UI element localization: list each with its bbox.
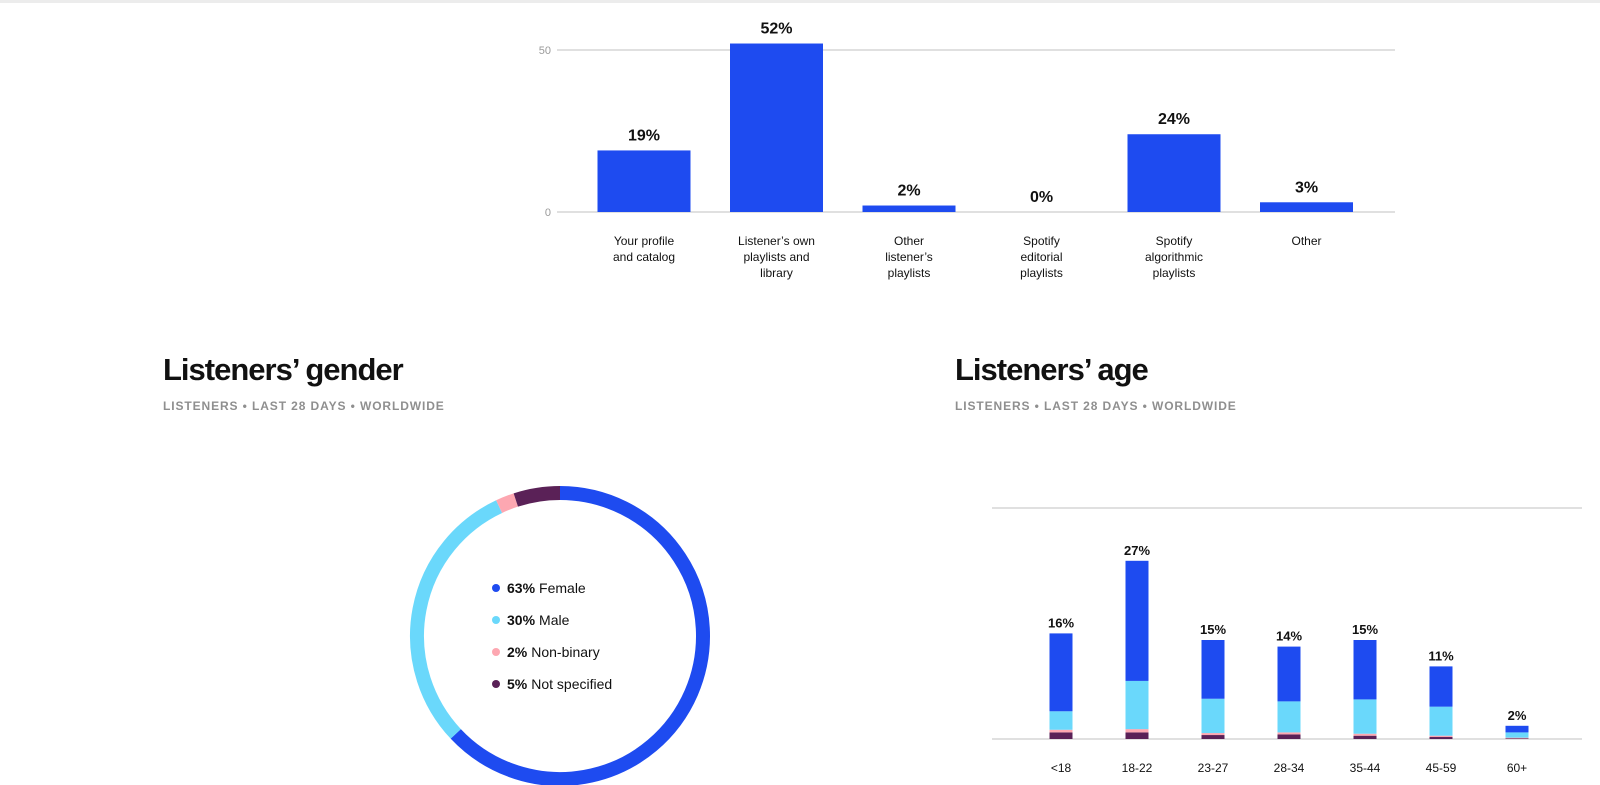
stacked-bar-segment[interactable] [1429,735,1453,738]
bar-data-label: 52% [760,21,792,38]
stacked-bar-segment[interactable] [1353,699,1377,734]
x-tick-label: 23-27 [1198,761,1229,775]
y-tick-label: 0 [545,207,551,219]
donut-slice-female[interactable] [450,486,710,785]
legend-label: Female [539,580,586,596]
stacked-bar-segment[interactable] [1429,706,1453,736]
stacked-bar-segment[interactable] [1429,666,1453,707]
stacked-bar-segment[interactable] [1277,646,1301,702]
legend-value: 30% [507,612,536,628]
stacked-bar-segment[interactable] [1353,735,1377,739]
stacked-bar-segment[interactable] [1201,733,1225,736]
legend-value: 2% [507,644,528,660]
stacked-bar-segment[interactable] [1201,640,1225,699]
x-tick-label: 35-44 [1350,761,1381,775]
bar[interactable] [1260,202,1353,212]
not-specified-dot-icon [492,680,500,688]
stacked-bar-segment[interactable] [1505,732,1529,738]
stacked-bar-segment[interactable] [1125,680,1149,730]
male-dot-icon [492,616,500,624]
donut-slice-male[interactable] [410,500,503,739]
legend-value: 63% [507,580,536,596]
stacked-bar-segment[interactable] [1049,711,1073,730]
bar-data-label: 19% [628,127,660,144]
x-tick-label: 60+ [1507,761,1527,775]
stacked-bar-segment[interactable] [1201,735,1225,739]
x-tick-label: 45-59 [1426,761,1457,775]
stacked-bar-segment[interactable] [1505,737,1529,739]
legend-label: Male [539,612,570,628]
female-dot-icon [492,584,500,592]
bar-data-label: 3% [1295,179,1318,196]
bar-total-label: 15% [1352,622,1378,637]
gender-section-title: Listeners’ gender [163,352,404,387]
x-tick-label: Other [1291,234,1321,248]
stacked-bar-segment[interactable] [1201,698,1225,734]
legend-item-male: 30% Male [492,610,612,630]
stacked-bar-segment[interactable] [1125,560,1149,681]
non-binary-dot-icon [492,648,500,656]
bar-total-label: 16% [1048,615,1074,630]
stacked-bar-segment[interactable] [1049,732,1073,739]
bar[interactable] [862,205,956,212]
x-tick-label: Other listener’s playlists [885,234,933,280]
age-section-title: Listeners’ age [955,352,1149,387]
x-tick-label: <18 [1051,761,1072,775]
stacked-bar-segment[interactable] [1505,738,1529,739]
bar-data-label: 2% [897,183,920,200]
top-divider [0,0,1600,3]
bar[interactable] [597,150,691,212]
gender-legend: 63% Female 30% Male 2% Non-binary 5% Not… [492,578,612,706]
legend-item-female: 63% Female [492,578,612,598]
stacked-bar-segment[interactable] [1277,701,1301,733]
stacked-bar-segment[interactable] [1125,729,1149,733]
listening-source-chart: 0 50 19% Your profile and catalog 52% Listener… [539,21,1395,280]
bar-total-label: 14% [1276,629,1302,644]
stacked-bar-segment[interactable] [1049,633,1073,712]
x-tick-label: 18-22 [1122,761,1153,775]
stacked-bar-segment[interactable] [1277,734,1301,739]
x-tick-label: Spotify editorial playlists [1020,234,1063,280]
bar-total-label: 2% [1508,708,1527,723]
bar-data-label: 0% [1030,189,1053,206]
bar[interactable] [730,43,823,212]
x-tick-label: 28-34 [1274,761,1305,775]
donut-slice-non-binary[interactable] [496,493,519,513]
y-tick-label: 50 [539,45,551,57]
x-tick-label: Spotify algorithmic playlists [1145,234,1203,280]
age-section-subtitle: LISTENERS • LAST 28 DAYS • WORLDWIDE [955,399,1237,413]
stacked-bar-segment[interactable] [1049,729,1073,733]
bar[interactable] [1127,134,1221,212]
stacked-bar-segment[interactable] [1277,732,1301,735]
legend-item-non-binary: 2% Non-binary [492,642,612,662]
legend-label: Non-binary [531,644,600,660]
bar-total-label: 11% [1428,648,1454,663]
x-tick-label: Listener’s own playlists and library [738,234,815,280]
donut-slice-not-specified[interactable] [513,486,561,507]
legend-item-not-specified: 5% Not specified [492,674,612,694]
legend-value: 5% [507,676,528,692]
bar-data-label: 24% [1158,111,1190,128]
stacked-bar-segment[interactable] [1353,733,1377,736]
stacked-bar-segment[interactable] [1125,732,1149,739]
stacked-bar-segment[interactable] [1505,725,1529,733]
bar-total-label: 15% [1200,622,1226,637]
gender-section-subtitle: LISTENERS • LAST 28 DAYS • WORLDWIDE [163,399,445,413]
stacked-bar-segment[interactable] [1353,640,1377,700]
legend-label: Not specified [531,676,613,692]
bar-total-label: 27% [1124,543,1150,558]
stacked-bar-segment[interactable] [1429,737,1453,739]
x-tick-label: Your profile and catalog [613,234,675,264]
